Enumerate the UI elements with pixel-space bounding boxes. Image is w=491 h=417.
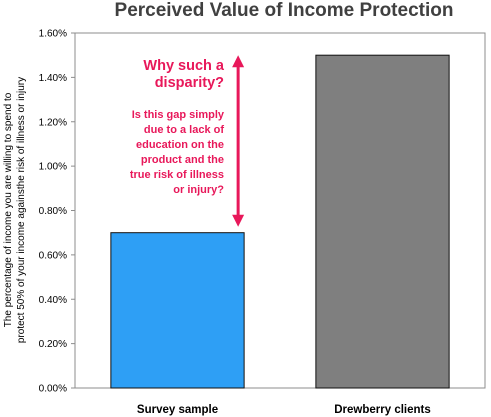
y-axis: 0.00% 0.20% 0.40% 0.60% 0.80% 1.00% 1.20% 1.40%… <box>39 29 75 395</box>
y-tick-label: 1.00% <box>39 162 67 173</box>
bar-survey-sample <box>110 232 245 389</box>
y-tick-label: 0.60% <box>39 250 67 261</box>
annotation-body-line-2: due to a lack of <box>144 124 224 136</box>
y-tick-label: 0.80% <box>39 206 67 217</box>
y-tick-label: 1.60% <box>39 29 67 40</box>
y-tick-label: 0.40% <box>39 295 67 306</box>
annotation-body-line-3: education on the <box>136 139 224 151</box>
x-category-label: Drewberry clients <box>334 404 431 416</box>
annotation-body-line-1: Is this gap simply <box>132 109 225 121</box>
y-axis-label-line-1: The percentage of income you are willing… <box>3 92 14 327</box>
chart-title: Perceived Value of Income Protection <box>115 0 454 21</box>
y-tick-label: 0.00% <box>39 384 67 395</box>
y-tick-label: 1.20% <box>39 117 67 128</box>
annotation-body-line-6: or injury? <box>173 184 224 196</box>
y-axis-label-line-2: protect 50% of your income againsthe ris… <box>16 77 27 343</box>
annotation-body-line-4: product and the <box>141 154 224 166</box>
arrow-head-down <box>232 214 245 227</box>
annotation-body-line-5: true risk of illness <box>130 169 224 181</box>
bar-drewberry-clients <box>315 54 450 389</box>
y-axis-label: The percentage of income you are willing… <box>3 77 27 343</box>
arrow-head-up <box>232 55 245 68</box>
annotation: Why such a disparity? Is this gap simply… <box>130 55 245 227</box>
x-axis: Survey sample Drewberry clients <box>137 404 431 416</box>
y-tick-label: 1.40% <box>39 73 67 84</box>
double-arrow-icon <box>232 55 245 227</box>
annotation-headline-line-2: disparity? <box>155 75 224 91</box>
x-category-label: Survey sample <box>137 404 218 416</box>
y-tick-label: 0.20% <box>39 339 67 350</box>
bars <box>110 54 450 389</box>
annotation-headline-line-1: Why such a <box>143 58 225 74</box>
